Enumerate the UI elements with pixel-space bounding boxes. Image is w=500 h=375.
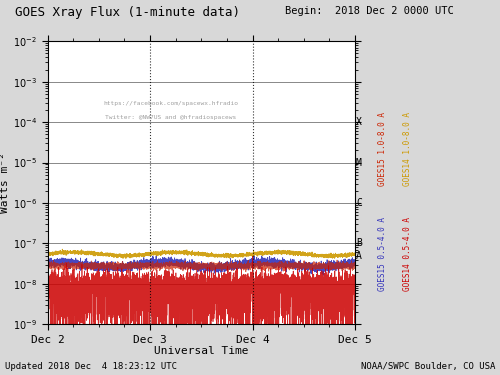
Text: M: M: [356, 158, 362, 168]
Text: A: A: [356, 251, 362, 261]
Text: GOES14 0.5-4.0 A: GOES14 0.5-4.0 A: [403, 217, 412, 291]
Text: Begin:  2018 Dec 2 0000 UTC: Begin: 2018 Dec 2 0000 UTC: [285, 6, 454, 16]
Text: Twitter: @NW7US and @hfradiospacews: Twitter: @NW7US and @hfradiospacews: [105, 115, 236, 120]
Text: GOES14 1.0-8.0 A: GOES14 1.0-8.0 A: [403, 112, 412, 186]
Text: GOES15 0.5-4.0 A: GOES15 0.5-4.0 A: [378, 217, 387, 291]
Text: B: B: [356, 238, 362, 249]
Text: C: C: [356, 198, 362, 208]
X-axis label: Universal Time: Universal Time: [154, 346, 248, 356]
Text: NOAA/SWPC Boulder, CO USA: NOAA/SWPC Boulder, CO USA: [360, 362, 495, 371]
Y-axis label: Watts m⁻²: Watts m⁻²: [0, 152, 10, 213]
Text: GOES15 1.0-8.0 A: GOES15 1.0-8.0 A: [378, 112, 387, 186]
Text: X: X: [356, 117, 362, 127]
Text: Updated 2018 Dec  4 18:23:12 UTC: Updated 2018 Dec 4 18:23:12 UTC: [5, 362, 177, 371]
Text: https://facebook.com/spacewx.hfradio: https://facebook.com/spacewx.hfradio: [103, 101, 238, 106]
Text: GOES Xray Flux (1-minute data): GOES Xray Flux (1-minute data): [15, 6, 240, 19]
